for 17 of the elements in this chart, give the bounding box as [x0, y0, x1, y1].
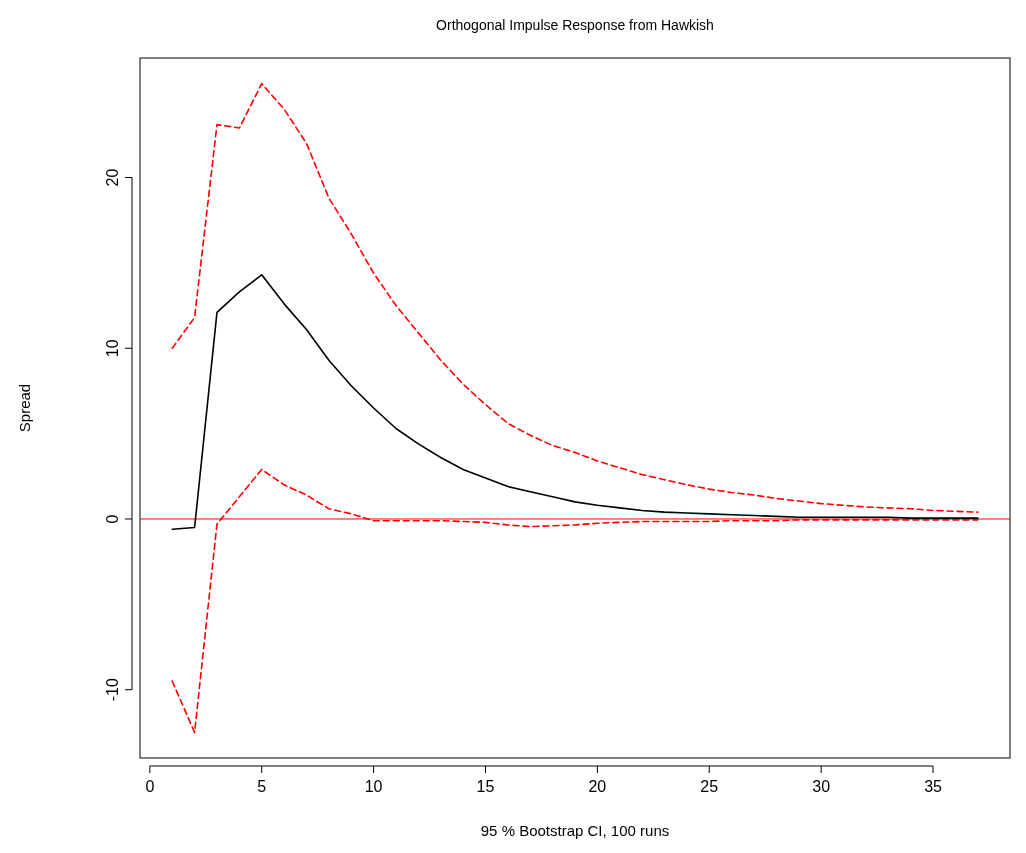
x-tick-label: 10	[364, 778, 383, 795]
y-tick-label: -10	[104, 678, 121, 702]
y-axis-title: Spread	[16, 383, 33, 433]
line-series	[171, 274, 979, 531]
x-tick-label: 35	[924, 778, 943, 795]
x-tick-label: 20	[588, 778, 607, 795]
chart-title: Orthogonal Impulse Response from Hawkish	[436, 17, 714, 33]
x-tick-label: 30	[812, 778, 831, 795]
line-series	[171, 82, 979, 513]
y-tick-label: 0	[104, 514, 121, 524]
x-tick-label: 25	[700, 778, 719, 795]
x-tick-label: 15	[476, 778, 495, 795]
y-tick-label: 10	[104, 339, 121, 358]
x-axis-title: 95 % Bootstrap CI, 100 runs	[480, 822, 670, 839]
x-tick-label: 5	[257, 778, 267, 795]
x-tick-label: 0	[145, 778, 155, 795]
y-tick-label: 20	[104, 168, 121, 187]
